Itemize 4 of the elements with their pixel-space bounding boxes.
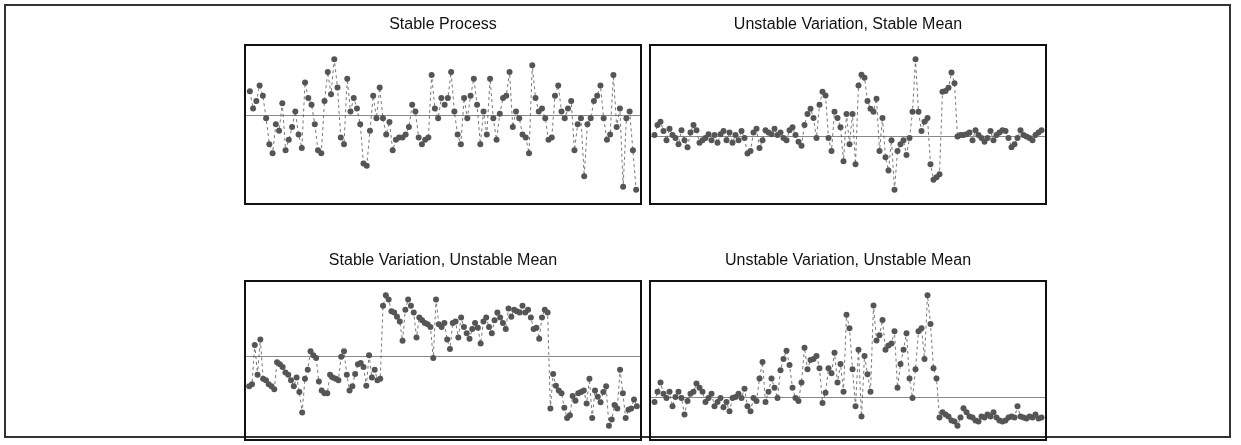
chart-title: Unstable Variation, Stable Mean: [733, 15, 963, 33]
chart-title: Unstable Variation, Unstable Mean: [724, 251, 972, 269]
chart-title: Stable Process: [389, 15, 497, 33]
chart-title: Stable Variation, Unstable Mean: [328, 251, 558, 269]
